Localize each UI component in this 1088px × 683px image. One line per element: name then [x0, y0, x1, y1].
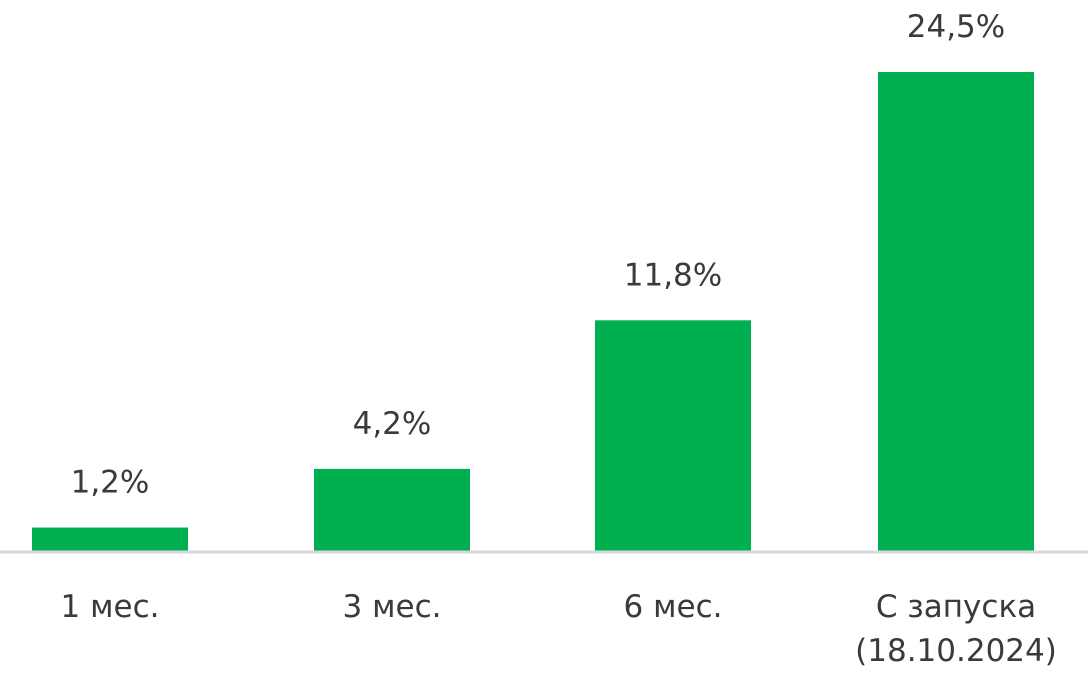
- bars-group: [32, 72, 1034, 551]
- category-label-1: 1 мес.: [61, 589, 160, 625]
- value-labels-group: 1,2% 4,2% 11,8% 24,5%: [71, 9, 1006, 501]
- value-label-2: 4,2%: [353, 406, 432, 442]
- value-label-1: 1,2%: [71, 465, 150, 501]
- bar-2: [314, 468, 470, 551]
- category-label-4-line-1: С запуска: [876, 589, 1036, 625]
- category-labels-group: 1 мес. 3 мес. 6 мес. С запуска (18.10.2024): [61, 589, 1057, 669]
- value-label-3: 11,8%: [624, 257, 722, 293]
- bar-1: [32, 527, 188, 551]
- bar-3: [595, 320, 751, 551]
- category-label-3: 6 мес.: [624, 589, 723, 625]
- value-label-4: 24,5%: [907, 9, 1005, 45]
- bar-4: [878, 72, 1034, 551]
- category-label-4-line-2: (18.10.2024): [855, 633, 1057, 669]
- category-label-2: 3 мес.: [343, 589, 442, 625]
